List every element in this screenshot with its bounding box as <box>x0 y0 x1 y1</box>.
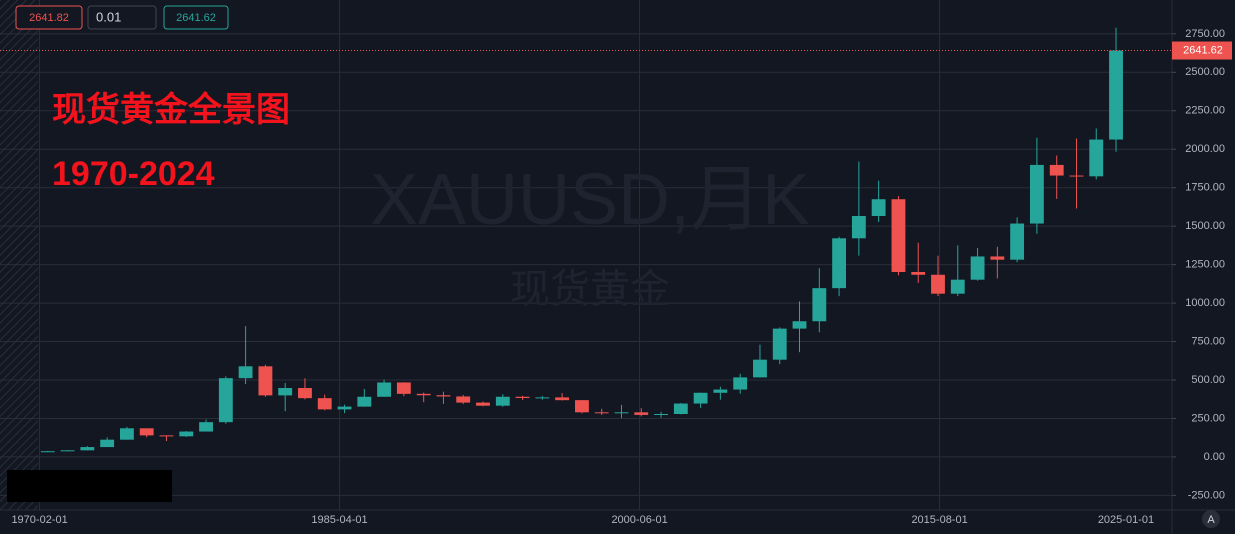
candle-body <box>1049 164 1064 176</box>
candle-body <box>634 412 649 415</box>
price-value: 2641.62 <box>176 12 216 24</box>
candle-body <box>159 435 174 437</box>
candle-body <box>1029 164 1044 224</box>
y-tick-label: 750.00 <box>1191 335 1225 347</box>
y-tick-label: 2750.00 <box>1185 28 1225 40</box>
candle-body <box>199 422 213 432</box>
candle-body <box>377 382 392 397</box>
candle-body <box>238 366 253 379</box>
open-value: 2641.82 <box>29 12 69 24</box>
y-tick-label: 2500.00 <box>1185 66 1225 78</box>
candle-body <box>436 395 451 397</box>
candle-body <box>357 396 372 407</box>
candle-body <box>120 428 134 440</box>
candle-body <box>931 274 945 294</box>
candle-body <box>495 396 510 406</box>
y-tick-label: 1000.00 <box>1185 297 1225 309</box>
redaction <box>7 470 172 502</box>
y-tick-label: 1250.00 <box>1185 259 1225 271</box>
candle-body <box>80 447 95 451</box>
candle-body <box>100 439 115 448</box>
candle-body <box>179 431 194 437</box>
y-tick-label: 1750.00 <box>1185 182 1225 194</box>
candle-body <box>456 396 471 403</box>
candle-body <box>258 366 273 396</box>
candle-body <box>555 397 570 401</box>
candle-body <box>298 388 312 399</box>
candle-body <box>673 403 688 414</box>
candle-body <box>812 288 827 322</box>
candle-body <box>792 321 807 329</box>
candle-body <box>1069 175 1084 177</box>
x-tick-label: 1985-04-01 <box>311 514 367 526</box>
candle-body <box>575 400 589 413</box>
x-tick-label: 2025-01-01 <box>1098 514 1154 526</box>
auto-scale-button[interactable] <box>1202 510 1220 528</box>
candle-body <box>139 428 154 436</box>
candle-body <box>60 450 75 452</box>
candle-body <box>337 406 352 410</box>
x-tick-label: 1970-02-01 <box>11 514 67 526</box>
candle-body <box>317 398 332 410</box>
x-tick-label: 2000-06-01 <box>611 514 667 526</box>
y-tick-label: 500.00 <box>1191 374 1225 386</box>
y-tick-label: 2000.00 <box>1185 143 1225 155</box>
last-price-label: 2641.62 <box>1183 44 1223 56</box>
candle-body <box>871 199 886 216</box>
no-data-area <box>0 0 38 510</box>
candle-body <box>891 199 906 272</box>
candle-body <box>753 359 767 378</box>
auto-scale-label: A <box>1207 514 1215 526</box>
y-tick-label: 1500.00 <box>1185 220 1225 232</box>
candle-body <box>594 412 609 414</box>
y-tick-label: 0.00 <box>1204 451 1225 463</box>
candle-body <box>1089 139 1104 177</box>
candle-body <box>396 382 411 394</box>
y-tick-label: 250.00 <box>1191 412 1225 424</box>
watermark: XAUUSD,月K <box>370 160 810 240</box>
candle-body <box>713 389 728 393</box>
candle-body <box>733 377 748 390</box>
candle-body <box>832 238 847 289</box>
candle-body <box>851 216 866 239</box>
x-tick-label: 2015-08-01 <box>911 514 967 526</box>
candle-body <box>535 397 550 399</box>
candle-body <box>416 393 431 396</box>
chart-subtitle: 1970-2024 <box>52 155 215 193</box>
candle-body <box>693 392 708 404</box>
candle-body <box>218 378 233 423</box>
candle-body <box>40 451 55 453</box>
open-box <box>15 5 83 30</box>
candle-body <box>476 402 490 406</box>
chart-title: 现货黄金全景图 <box>52 90 290 129</box>
step-input[interactable] <box>87 5 157 30</box>
candle-body <box>614 412 629 414</box>
candle-body <box>990 256 1005 260</box>
candle-body <box>970 256 985 280</box>
price-box <box>163 5 229 30</box>
y-tick-label: -250.00 <box>1188 489 1225 501</box>
step-value: 0.01 <box>96 9 121 24</box>
candle-body <box>950 279 965 294</box>
watermark: 现货黄金 <box>510 268 670 312</box>
candle-body <box>654 414 668 415</box>
candle-body <box>772 328 787 360</box>
last-price-tag <box>1172 41 1232 60</box>
candle-body <box>1109 50 1123 140</box>
candle-body <box>515 396 530 398</box>
y-tick-label: 2250.00 <box>1185 105 1225 117</box>
candle-body <box>278 388 293 396</box>
candle-body <box>1010 223 1025 260</box>
candle-body <box>911 272 926 275</box>
